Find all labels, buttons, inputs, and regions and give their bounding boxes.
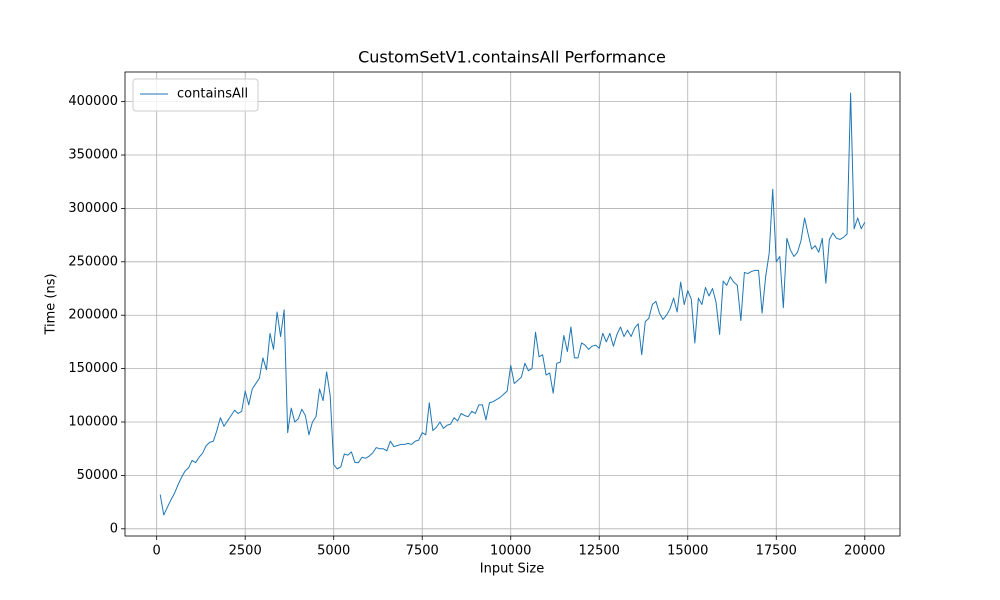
x-tick-label: 0 [153,544,161,559]
x-tick-label: 17500 [756,544,797,559]
y-tick-label: 100000 [68,415,118,430]
y-tick-label: 400000 [68,94,118,109]
y-tick-label: 350000 [68,148,118,163]
x-tick-label: 20000 [844,544,885,559]
chart-title: CustomSetV1.containsAll Performance [358,48,666,67]
y-tick-label: 150000 [68,361,118,376]
y-tick-label: 250000 [68,254,118,269]
x-tick-label: 2500 [229,544,262,559]
x-tick-label: 10000 [490,544,531,559]
y-tick-label: 0 [110,521,118,536]
y-tick-label: 50000 [77,468,118,483]
data-line [159,92,866,516]
x-tick-label: 12500 [579,544,620,559]
legend-label: containsAll [177,87,248,102]
y-tick-label: 200000 [68,308,118,323]
x-tick-label: 15000 [667,544,708,559]
x-tick-label: 5000 [317,544,350,559]
y-tick-label: 300000 [68,201,118,216]
y-axis-label: Time (ns) [44,273,59,335]
plot-frame [124,71,901,537]
legend-box [132,78,259,112]
x-tick-label: 7500 [406,544,439,559]
x-axis-label: Input Size [480,562,544,577]
